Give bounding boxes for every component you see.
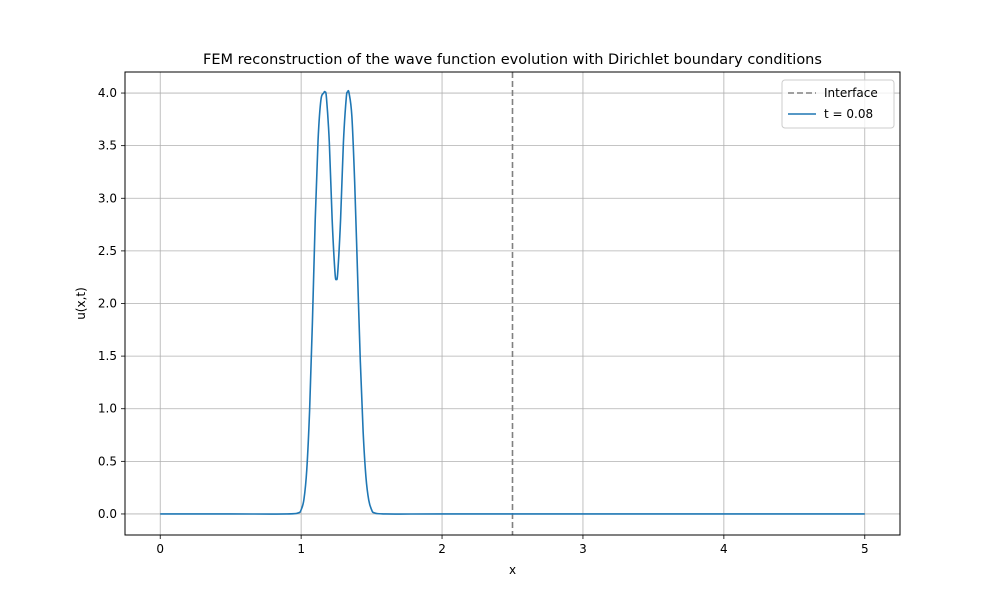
y-tick-label: 1.0 [98,402,117,416]
legend-box [781,79,895,129]
y-tick-label: 0.0 [98,507,117,521]
y-tick-label: 3.0 [98,191,117,205]
y-tick-label: 4.0 [98,86,117,100]
y-tick-label: 0.5 [98,454,117,468]
x-tick-label: 1 [297,542,305,556]
series-line [160,89,865,515]
x-axis-label: x [509,563,516,577]
y-axis-label: u(x,t) [74,287,88,320]
chart-title: FEM reconstruction of the wave function … [203,52,822,68]
x-tick-label: 2 [438,542,446,556]
legend: Interface t = 0.08 [781,79,895,129]
x-tick-label: 4 [720,542,728,556]
legend-label: Interface [824,86,878,100]
x-tick-label: 5 [861,542,869,556]
y-tick-label: 2.0 [98,297,117,311]
y-tick-label: 2.5 [98,244,117,258]
x-tick-label: 0 [156,542,164,556]
legend-label: t = 0.08 [824,107,873,121]
ticks: 0 1 2 3 4 5 0.0 0.5 1.0 1.5 2.0 2.5 3.0 3.5 4.0 [98,86,869,556]
y-tick-label: 3.5 [98,139,117,153]
series-layer [160,89,865,515]
y-tick-label: 1.5 [98,349,117,363]
x-tick-label: 3 [579,542,587,556]
